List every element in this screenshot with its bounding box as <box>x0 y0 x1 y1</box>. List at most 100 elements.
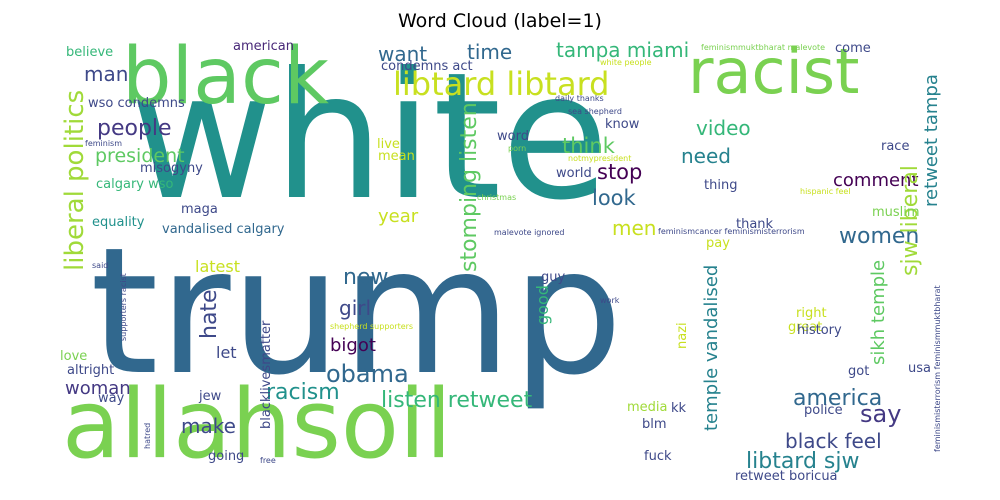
word-nazi: nazi <box>675 322 690 349</box>
word-way: way <box>98 391 125 406</box>
word-cloud: white trump black racist allahsoil libtard li… <box>50 40 950 480</box>
word-america: america <box>793 386 883 411</box>
word-think: think <box>562 134 615 158</box>
word-year: year <box>378 206 419 227</box>
word-said: said <box>92 261 109 270</box>
word-new: new <box>343 265 389 290</box>
word-latest: latest <box>195 257 240 276</box>
word-sea-shepherd: sea shepherd <box>568 107 622 116</box>
word-great: great <box>788 320 823 335</box>
word-jew: jew <box>199 389 222 404</box>
word-thing: thing <box>704 178 738 193</box>
word-pay: pay <box>706 236 730 251</box>
word-maga: maga <box>181 202 218 217</box>
word-racism: racism <box>266 380 340 405</box>
word-know: know <box>605 117 640 132</box>
word-free: free <box>260 456 276 465</box>
word-thank: thank <box>736 217 774 232</box>
word-calgary-wso: calgary wso <box>96 177 174 192</box>
word-retweet-boricua: retweet boricua <box>735 469 838 480</box>
word-misogyny: misogyny <box>140 161 203 176</box>
word-black: black <box>122 40 330 122</box>
word-feminismmuktbharat-malevote: feminismmuktbharat malevote <box>701 43 826 52</box>
word-white-people: white people <box>600 58 652 67</box>
word-live: live <box>377 137 400 152</box>
word-come: come <box>835 41 871 56</box>
word-malevote-ignored: malevote ignored <box>494 228 565 237</box>
word-world: world <box>556 166 592 181</box>
word-word: word <box>497 129 529 144</box>
word-hatred: hatred <box>143 422 152 449</box>
word-right: right <box>796 306 827 321</box>
word-love: love <box>60 349 88 364</box>
word-daily-thanks: daily thanks <box>555 94 604 103</box>
word-altright: altright <box>67 363 115 378</box>
word-race: race <box>881 139 910 154</box>
word-hate: hate <box>197 289 222 339</box>
word-make: make <box>181 414 236 438</box>
word-sjw-liberal: sjw liberal <box>898 165 923 276</box>
word-usa: usa <box>908 361 931 376</box>
word-wso-condemns: wso condemns <box>88 96 185 111</box>
word-temple-vandalised: temple vandalised <box>701 264 722 431</box>
word-work: work <box>600 296 620 305</box>
word-muslim: muslim <box>872 205 920 220</box>
word-obama: obama <box>326 360 409 388</box>
word-video: video <box>696 116 751 140</box>
word-let: let <box>216 343 237 362</box>
word-racist: racist <box>688 40 860 108</box>
word-vandalised-calgary: vandalised calgary <box>162 222 285 237</box>
word-guy: guy <box>541 270 566 285</box>
word-people: people <box>97 116 172 141</box>
word-feminismisterrorism-feminismmuktbharat: feminismisterrorism feminismmuktbharat <box>933 285 942 452</box>
word-condemns-act: condemns act <box>381 59 473 74</box>
word-notmypresident: notmypresident <box>568 154 632 163</box>
word-media: media <box>627 400 668 415</box>
word-stomping-listen: stomping listen <box>457 102 482 272</box>
word-girl: girl <box>339 296 372 320</box>
word-mean: mean <box>378 149 415 164</box>
word-equality: equality <box>92 215 145 230</box>
word-white: white <box>130 40 609 239</box>
word-shepherd-supporters: shepherd supporters <box>330 322 414 331</box>
word-men: men <box>612 216 657 240</box>
word-libtard-sjw: libtard sjw <box>746 449 860 474</box>
word-listen-retweet: listen retweet <box>381 388 533 413</box>
word-tampa-miami: tampa miami <box>556 40 690 62</box>
word-want: want <box>378 42 428 66</box>
word-retweet-tampa: retweet tampa <box>921 74 942 207</box>
word-blm: blm <box>642 417 667 432</box>
word-good: good <box>533 285 552 325</box>
word-say: say <box>860 400 902 428</box>
word-history: history <box>797 323 842 338</box>
word-police: police <box>804 403 843 418</box>
word-allahsoil: allahsoil <box>62 370 452 480</box>
word-stop: stop <box>597 160 643 184</box>
word-kk: kk <box>671 401 687 416</box>
word-sikh-temple: sikh temple <box>868 259 889 365</box>
chart-title: Word Cloud (label=1) <box>398 10 602 32</box>
word-porn: porn <box>508 144 527 153</box>
word-blacklivesmatter: blacklivesmatter <box>259 320 274 429</box>
word-got: got <box>848 364 870 379</box>
word-feminismcancer-feminismisterrorism: feminismcancer feminismisterrorism <box>658 227 805 236</box>
word-supporters-racist: supporters racist <box>119 273 128 341</box>
word-man: man <box>84 62 129 86</box>
word-christmas: christmas <box>477 193 517 202</box>
word-time: time <box>467 40 513 64</box>
word-american: american <box>233 40 294 54</box>
word-going: going <box>208 449 245 464</box>
word-bigot: bigot <box>330 335 376 356</box>
word-president: president <box>95 145 185 167</box>
word-women: women <box>839 224 920 249</box>
word-liberal-politics: liberal politics <box>60 89 90 271</box>
word-libtard-libtard: libtard libtard <box>393 65 610 103</box>
word-woman: woman <box>65 378 131 399</box>
word-black-feel: black feel <box>785 429 882 453</box>
word-hispanic-feel: hispanic feel <box>800 187 851 196</box>
word-trump: trump <box>90 211 624 414</box>
word-comment: comment <box>833 170 919 191</box>
word-feminism: feminism <box>85 139 123 148</box>
word-believe: believe <box>66 45 114 60</box>
word-look: look <box>592 186 636 210</box>
